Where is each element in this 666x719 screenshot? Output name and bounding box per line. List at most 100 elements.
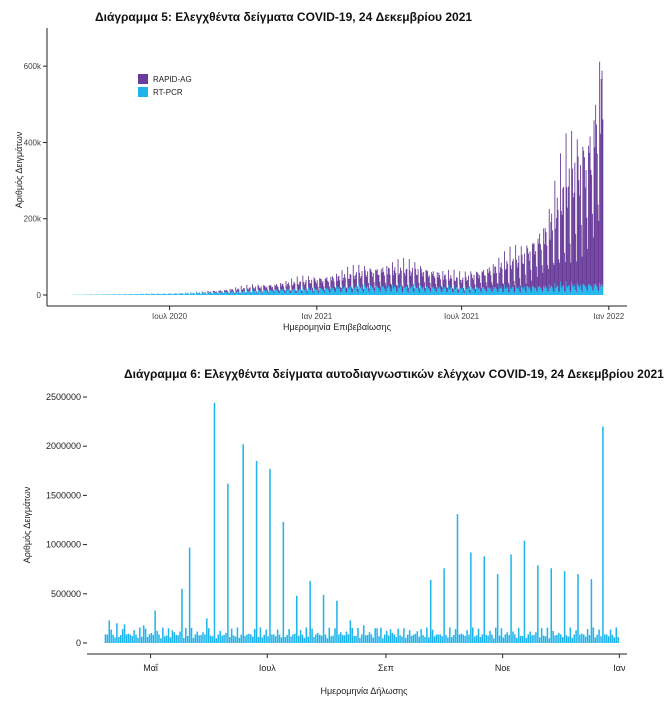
bar-rt-pcr (274, 289, 276, 295)
bar-rt-pcr (221, 292, 223, 295)
bar-rapid-ag (406, 268, 408, 287)
bar-rapid-ag (361, 270, 363, 286)
bar-rapid-ag (224, 290, 226, 293)
bar-rt-pcr (276, 289, 277, 295)
bar-self-test (305, 627, 308, 643)
bar-rt-pcr (557, 286, 559, 295)
bar-rt-pcr (428, 288, 430, 295)
bar-rapid-ag (571, 130, 573, 282)
bar-self-test (502, 637, 505, 643)
bar-rapid-ag (488, 267, 490, 287)
bar-rt-pcr (480, 291, 481, 295)
bar-rt-pcr (472, 289, 474, 295)
bar-rt-pcr (170, 293, 172, 295)
bar-self-test (303, 637, 306, 643)
bar-rt-pcr (272, 292, 274, 295)
bar-self-test (204, 634, 206, 643)
bar-rt-pcr (472, 288, 473, 295)
bar-rt-pcr (440, 291, 442, 295)
bar-self-test (338, 634, 340, 643)
bar-self-test (370, 634, 373, 643)
bar-rt-pcr (320, 288, 321, 295)
bar-rapid-ag (309, 283, 311, 291)
bar-rapid-ag (349, 273, 351, 287)
bar-rt-pcr (529, 287, 531, 295)
bar-rt-pcr (476, 287, 478, 295)
bar-rapid-ag (357, 289, 359, 293)
bar-rt-pcr (390, 291, 392, 295)
bar-self-test (139, 627, 141, 643)
bar-rt-pcr (516, 287, 517, 295)
bar-rt-pcr (449, 288, 451, 295)
bar-rt-pcr (264, 289, 265, 295)
bar-rt-pcr (432, 286, 434, 295)
bar-rt-pcr (555, 288, 557, 295)
bar-rapid-ag (303, 281, 305, 290)
bar-rapid-ag (214, 291, 216, 293)
bar-rt-pcr (506, 286, 508, 295)
bar-rapid-ag (347, 266, 349, 284)
chart-6-y-label: Αριθμός Δειγμάτων (22, 486, 32, 563)
bar-rt-pcr (350, 286, 352, 295)
bar-rapid-ag (322, 281, 324, 290)
bar-rt-pcr (357, 292, 359, 295)
bar-self-test (458, 634, 461, 643)
bar-rapid-ag (489, 271, 491, 289)
bar-rapid-ag (213, 291, 215, 293)
y-tick-label: 2500000 (46, 392, 81, 402)
bar-rt-pcr (89, 294, 91, 295)
bar-rt-pcr (385, 291, 387, 295)
bar-rt-pcr (406, 286, 408, 295)
bar-self-test (384, 634, 386, 643)
bar-self-test (380, 627, 382, 643)
bar-rt-pcr (363, 292, 365, 295)
bar-rapid-ag (259, 287, 261, 292)
bar-self-test (368, 632, 371, 643)
bar-self-test (604, 634, 606, 643)
bar-self-test (150, 632, 153, 643)
bar-rapid-ag (547, 265, 549, 292)
bar-rapid-ag (236, 290, 237, 293)
bar-self-test (460, 633, 463, 643)
bar-rapid-ag (305, 280, 307, 289)
bar-rapid-ag (400, 267, 401, 286)
bar-self-test (550, 568, 552, 643)
bar-rt-pcr (464, 293, 465, 295)
bar-self-test (362, 625, 365, 643)
bar-self-test (223, 634, 225, 643)
bar-rt-pcr (320, 288, 322, 295)
bar-rt-pcr (489, 288, 491, 295)
bar-rt-pcr (531, 292, 533, 295)
bar-rt-pcr (572, 284, 573, 295)
bar-rt-pcr (220, 292, 222, 295)
bar-rapid-ag (356, 286, 358, 292)
bar-rapid-ag (282, 284, 284, 290)
bar-rt-pcr (211, 293, 213, 295)
bar-rt-pcr (500, 287, 501, 295)
bar-self-test (605, 634, 608, 643)
bar-self-test (106, 634, 109, 643)
bar-rapid-ag (306, 288, 308, 293)
bar-rt-pcr (212, 292, 214, 295)
bar-rt-pcr (551, 285, 553, 295)
bar-rapid-ag (477, 273, 479, 288)
bar-self-test (242, 444, 244, 643)
bar-self-test (269, 468, 271, 643)
bar-self-test (301, 634, 304, 643)
bar-self-test (504, 634, 507, 643)
bar-rapid-ag (472, 279, 474, 290)
bar-self-test (420, 629, 422, 643)
bar-rapid-ag (296, 276, 298, 287)
bar-rapid-ag (562, 188, 564, 286)
bar-rapid-ag (544, 244, 545, 289)
bar-rt-pcr (364, 283, 365, 295)
bar-self-test (259, 627, 262, 643)
bar-rapid-ag (324, 289, 325, 293)
bar-rapid-ag (338, 275, 340, 288)
bar-self-test (282, 521, 285, 643)
bar-rt-pcr (454, 288, 456, 295)
bar-rapid-ag (292, 284, 294, 291)
bar-rt-pcr (117, 294, 119, 295)
bar-rt-pcr (332, 288, 334, 295)
bar-rapid-ag (533, 242, 535, 287)
